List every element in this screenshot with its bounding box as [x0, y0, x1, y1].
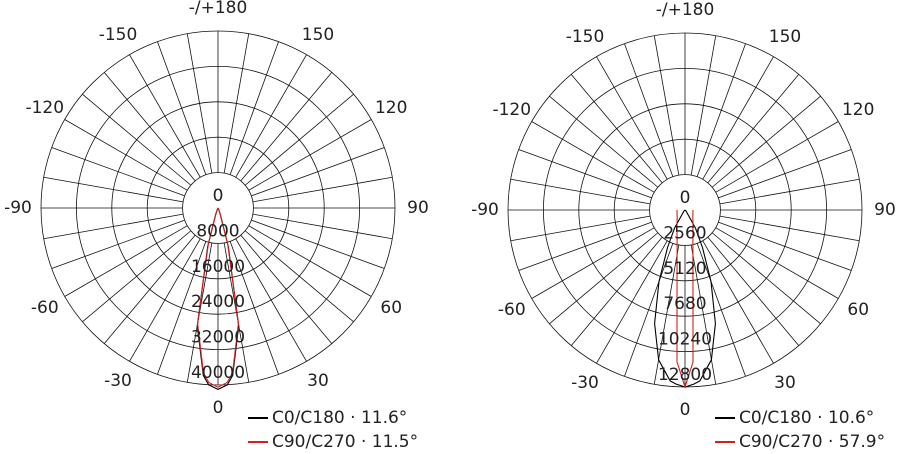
- angle-label: -120: [25, 98, 64, 118]
- angle-label: -60: [31, 298, 59, 318]
- angle-label: 30: [774, 373, 796, 393]
- ring: [40, 30, 396, 386]
- ring: [182, 172, 254, 244]
- angle-label: 150: [302, 25, 334, 45]
- angle-label: 120: [842, 100, 874, 120]
- angle-label: 120: [375, 98, 407, 118]
- radial-tick-label: 8000: [196, 221, 239, 241]
- ring: [146, 136, 290, 280]
- legend-label: C90/C270 · 11.5°: [272, 432, 418, 452]
- angle-label: 90: [874, 200, 896, 220]
- intensity-curve: [197, 207, 239, 388]
- angle-label: 30: [307, 371, 329, 391]
- angle-label: 0: [680, 400, 691, 420]
- radial-tick-label: 10240: [658, 330, 712, 350]
- angle-label: -30: [104, 371, 132, 391]
- angle-label: 90: [407, 198, 429, 218]
- radial-tick-label: 40000: [191, 363, 245, 383]
- angle-label: -/+180: [656, 0, 715, 20]
- radial-tick-label: 0: [680, 188, 691, 208]
- ring: [613, 138, 757, 282]
- angle-label: 0: [213, 398, 224, 418]
- angle-label: -30: [571, 373, 599, 393]
- angle-label: -/+180: [189, 0, 248, 18]
- legend-label: C90/C270 · 57.9°: [739, 432, 885, 452]
- radial-tick-label: 24000: [191, 292, 245, 312]
- radial-tick-label: 7680: [663, 294, 706, 314]
- radial-tick-label: 12800: [658, 365, 712, 385]
- ring: [649, 174, 721, 246]
- angle-label: -150: [566, 27, 605, 47]
- ring: [578, 103, 792, 317]
- intensity-curve: [676, 209, 694, 389]
- angle-label: -120: [492, 100, 531, 120]
- legend-label: C0/C180 · 10.6°: [739, 408, 874, 428]
- angle-label: 60: [847, 300, 869, 320]
- angle-label: -90: [471, 200, 499, 220]
- ring: [543, 67, 828, 353]
- radial-tick-label: 0: [213, 186, 224, 206]
- radial-tick-label: 32000: [191, 328, 245, 348]
- angle-label: -150: [99, 25, 138, 45]
- radial-tick-label: 2560: [663, 223, 706, 243]
- angle-label: 60: [380, 298, 402, 318]
- angle-label: -60: [498, 300, 526, 320]
- radial-tick-label: 5120: [663, 259, 706, 279]
- legend-label: C0/C180 · 11.6°: [272, 408, 407, 428]
- radial-tick-label: 16000: [191, 257, 245, 277]
- angle-label: -90: [4, 198, 32, 218]
- ring: [111, 101, 325, 315]
- angle-label: 150: [769, 27, 801, 47]
- ring: [75, 65, 361, 351]
